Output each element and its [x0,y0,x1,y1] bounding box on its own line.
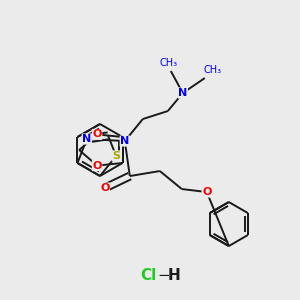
Text: Cl: Cl [140,268,156,283]
Text: CH₃: CH₃ [204,65,222,75]
Text: O: O [92,129,102,140]
Text: N: N [120,136,129,146]
Text: O: O [92,160,102,171]
Text: N: N [82,134,92,144]
Text: S: S [112,151,120,161]
Text: O: O [100,183,110,193]
Text: N: N [178,88,188,98]
Text: −: − [158,268,170,283]
Text: O: O [202,187,212,197]
Text: H: H [168,268,180,283]
Text: CH₃: CH₃ [160,58,178,68]
